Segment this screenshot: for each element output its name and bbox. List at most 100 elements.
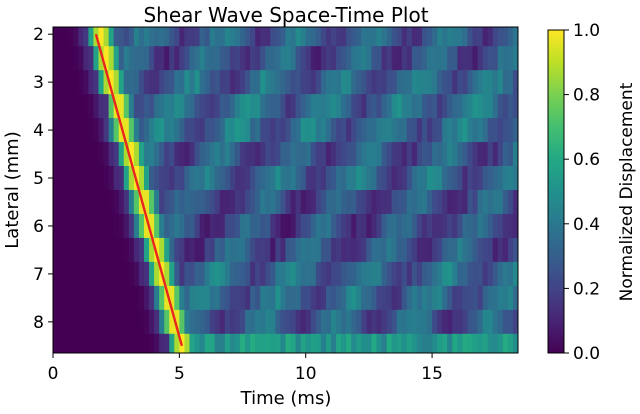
heatmap-cell (462, 166, 468, 191)
heatmap-cell (477, 46, 484, 71)
heatmap-cell (260, 166, 266, 191)
heatmap-cell (315, 213, 322, 239)
heatmap-cell (406, 237, 413, 263)
heatmap-cell (320, 285, 327, 311)
heatmap-cell (189, 309, 195, 335)
heatmap-cell (477, 309, 484, 335)
heatmap-cell (219, 237, 226, 263)
heatmap-cell (68, 309, 74, 335)
heatmap-cell (280, 213, 286, 239)
heatmap-cell (250, 237, 256, 263)
heatmap-cell (300, 237, 307, 263)
heatmap-cell (310, 309, 317, 335)
heatmap-cell (285, 333, 291, 354)
colorbar-label: Normalized Displacement (617, 82, 637, 301)
heatmap-cell (149, 213, 155, 239)
heatmap-cell (361, 166, 367, 191)
heatmap-cell (310, 190, 317, 215)
heatmap-cell (330, 237, 337, 263)
heatmap-cell (78, 166, 84, 191)
heatmap-cell (497, 285, 504, 311)
heatmap-cell (113, 118, 120, 143)
heatmap-cell (154, 166, 160, 191)
heatmap-cell (245, 309, 251, 335)
heatmap-cell (98, 309, 104, 335)
heatmap-cell (472, 237, 478, 263)
heatmap-cell (204, 213, 211, 239)
heatmap-cell (406, 309, 413, 335)
heatmap-cell (63, 46, 69, 71)
heatmap-cell (305, 237, 312, 263)
heatmap-cell (98, 142, 104, 167)
heatmap-cell (482, 237, 489, 263)
heatmap-cell (487, 261, 494, 287)
heatmap-cell (346, 285, 352, 311)
heatmap-cell (346, 94, 352, 119)
heatmap-cell (108, 46, 115, 71)
heatmap-cell (325, 237, 332, 263)
heatmap-cell (472, 309, 478, 335)
heatmap-cell (68, 190, 74, 215)
heatmap-cell (371, 285, 377, 311)
heatmap-cell (98, 118, 104, 143)
heatmap-cell (507, 166, 514, 191)
heatmap-cell (154, 46, 160, 71)
heatmap-cell (512, 190, 519, 215)
heatmap-cell (346, 333, 352, 354)
heatmap-cell (437, 118, 443, 143)
heatmap-cell (245, 166, 251, 191)
heatmap-cell (285, 309, 291, 335)
heatmap-cell (305, 46, 312, 71)
heatmap-cell (442, 70, 448, 95)
heatmap-cell (184, 94, 190, 119)
heatmap-cell (123, 27, 130, 47)
heatmap-cell (396, 261, 403, 287)
heatmap-cell (391, 285, 398, 311)
heatmap-cell (315, 118, 322, 143)
heatmap-cell (280, 142, 286, 167)
heatmap-cell (502, 166, 509, 191)
heatmap-cell (411, 333, 418, 354)
heatmap-cell (336, 70, 342, 95)
heatmap-cell (432, 27, 438, 47)
heatmap-cell (194, 27, 200, 47)
heatmap-cell (391, 166, 398, 191)
heatmap-cell (149, 166, 155, 191)
x-tick-label: 15 (421, 364, 443, 384)
heatmap-cell (58, 94, 64, 119)
x-tick-label: 0 (48, 364, 59, 384)
heatmap-cell (280, 46, 286, 71)
heatmap-cell (507, 142, 514, 167)
heatmap-cell (98, 261, 104, 287)
heatmap-cell (189, 213, 195, 239)
heatmap-cell (396, 213, 403, 239)
heatmap-cell (138, 118, 145, 143)
heatmap-cell (98, 333, 104, 354)
heatmap-cell (361, 27, 367, 47)
heatmap-cell (442, 237, 448, 263)
heatmap-cell (204, 70, 211, 95)
heatmap-cell (457, 46, 463, 71)
heatmap-cell (371, 94, 377, 119)
heatmap-cell (78, 237, 84, 263)
heatmap-cell (98, 70, 104, 95)
heatmap-cell (457, 27, 463, 47)
heatmap-cell (452, 166, 458, 191)
heatmap-cell (356, 309, 362, 335)
heatmap-cell (245, 94, 251, 119)
heatmap-cell (108, 142, 115, 167)
heatmap-cell (421, 166, 428, 191)
heatmap-cell (401, 213, 408, 239)
heatmap-cell (366, 190, 372, 215)
heatmap-cell (366, 70, 372, 95)
heatmap-cell (219, 142, 226, 167)
heatmap-cell (250, 166, 256, 191)
heatmap-cell (401, 94, 408, 119)
heatmap-cell (240, 309, 246, 335)
heatmap-cell (118, 46, 125, 71)
heatmap-cell (507, 46, 514, 71)
heatmap-cell (88, 285, 94, 311)
heatmap-cell (361, 94, 367, 119)
heatmap-cell (416, 213, 423, 239)
heatmap-cell (143, 142, 150, 167)
